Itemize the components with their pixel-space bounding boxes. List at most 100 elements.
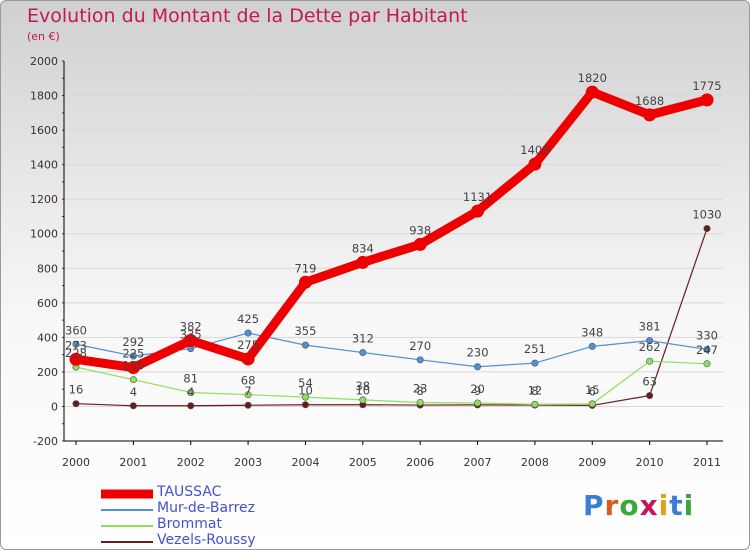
data-label-vezels-roussy: 7 <box>244 384 251 398</box>
legend-item-brommat: Brommat <box>101 516 321 534</box>
legend: TAUSSAC Mur-de-Barrez Brommat Vezels-Roussy <box>101 484 321 549</box>
data-point-taussac <box>413 237 427 251</box>
y-tick-label: 400 <box>37 331 58 344</box>
data-label-taussac: 273 <box>65 338 87 352</box>
data-label-mur-de-barrez: 355 <box>294 324 316 338</box>
data-point-brommat <box>703 360 711 368</box>
data-point-mur-de-barrez <box>474 363 482 371</box>
data-label-brommat: 20 <box>470 382 485 396</box>
data-label-taussac: 1131 <box>463 190 492 204</box>
data-point-mur-de-barrez <box>416 356 424 364</box>
x-tick-label: 2007 <box>464 456 492 469</box>
data-label-vezels-roussy: 4 <box>187 385 194 399</box>
y-tick-label: 600 <box>37 297 58 310</box>
data-point-taussac <box>528 157 542 171</box>
data-label-brommat: 247 <box>696 343 718 357</box>
data-point-brommat <box>301 393 309 401</box>
data-label-brommat: 228 <box>65 346 87 360</box>
data-label-vezels-roussy: 16 <box>69 383 84 397</box>
data-point-brommat <box>646 357 654 365</box>
data-label-mur-de-barrez: 360 <box>65 323 87 337</box>
data-point-vezels-roussy <box>129 402 137 410</box>
data-label-taussac: 1775 <box>692 79 721 93</box>
data-point-brommat <box>359 396 367 404</box>
data-point-vezels-roussy <box>187 402 195 410</box>
data-label-brommat: 68 <box>241 374 256 388</box>
x-tick-label: 2003 <box>234 456 262 469</box>
line-chart: -200 0 200 400 600 800 1000 1200 1400 1600 1800 200… <box>30 55 723 469</box>
legend-label: TAUSSAC <box>157 484 222 500</box>
data-label-mur-de-barrez: 348 <box>581 325 603 339</box>
data-point-taussac <box>585 85 599 99</box>
data-point-brommat <box>244 391 252 399</box>
y-tick-label: 2000 <box>30 55 58 68</box>
data-label-mur-de-barrez: 251 <box>524 342 546 356</box>
series-line-brommat <box>75 360 708 405</box>
x-tick-label: 2008 <box>521 456 549 469</box>
logo-letter: r <box>604 489 620 522</box>
data-label-taussac: 382 <box>180 319 202 333</box>
data-label-mur-de-barrez: 312 <box>352 332 374 346</box>
x-tick-label: 2009 <box>578 456 606 469</box>
data-label-mur-de-barrez: 381 <box>639 320 661 334</box>
data-point-mur-de-barrez <box>531 359 539 367</box>
data-label-mur-de-barrez: 425 <box>237 312 259 326</box>
data-point-mur-de-barrez <box>646 337 654 345</box>
series-line-taussac <box>71 87 712 373</box>
data-label-taussac: 275 <box>237 338 259 352</box>
data-point-brommat <box>531 400 539 408</box>
y-tick-label: 1200 <box>30 193 58 206</box>
legend-item-mur-de-barrez: Mur-de-Barrez <box>101 500 321 518</box>
logo-letter: i <box>683 489 695 522</box>
data-point-vezels-roussy <box>244 401 252 409</box>
data-point-mur-de-barrez <box>359 349 367 357</box>
data-point-mur-de-barrez <box>703 345 711 353</box>
data-label-taussac: 1403 <box>520 143 549 157</box>
data-label-vezels-roussy: 6 <box>589 384 596 398</box>
data-label-mur-de-barrez: 330 <box>696 328 718 342</box>
y-tick-label: 1800 <box>30 90 58 103</box>
x-tick-label: 2006 <box>406 456 434 469</box>
x-tick-label: 2002 <box>177 456 205 469</box>
data-point-mur-de-barrez <box>72 340 80 348</box>
y-tick-label: 1600 <box>30 124 58 137</box>
series-line-vezels-roussy <box>75 227 708 407</box>
legend-label: Vezels-Roussy <box>157 532 256 548</box>
y-tick-label: 1400 <box>30 159 58 172</box>
data-point-brommat <box>588 400 596 408</box>
y-tick-label: 800 <box>37 262 58 275</box>
data-point-taussac <box>184 333 198 347</box>
data-label-taussac: 1820 <box>578 71 607 85</box>
data-point-taussac <box>700 93 714 107</box>
data-point-taussac <box>298 275 312 289</box>
legend-swatch <box>101 541 153 543</box>
data-point-mur-de-barrez <box>301 341 309 349</box>
x-tick-label: 2004 <box>291 456 319 469</box>
x-tick-label: 2010 <box>636 456 664 469</box>
data-label-mur-de-barrez: 230 <box>467 346 489 360</box>
data-label-brommat: 81 <box>183 371 198 385</box>
data-point-brommat <box>129 376 137 384</box>
data-point-taussac <box>356 255 370 269</box>
x-tick-label: 2001 <box>119 456 147 469</box>
data-point-taussac <box>69 352 83 366</box>
chart-subtitle: (en €) <box>27 30 60 43</box>
data-label-mur-de-barrez: 270 <box>409 339 431 353</box>
y-tick-label: -200 <box>33 435 58 448</box>
proxiti-logo: Proxiti <box>583 489 694 522</box>
x-tick-label: 2005 <box>349 456 377 469</box>
data-label-brommat: 23 <box>413 381 428 395</box>
data-label-brommat: 54 <box>298 376 313 390</box>
x-tick-label: 2000 <box>62 456 90 469</box>
data-point-taussac <box>126 361 140 375</box>
legend-label: Mur-de-Barrez <box>157 500 256 516</box>
legend-item-taussac: TAUSSAC <box>101 484 321 502</box>
x-tick-label: 2011 <box>693 456 721 469</box>
data-point-mur-de-barrez <box>129 352 137 360</box>
data-point-taussac <box>643 108 657 122</box>
logo-letter: t <box>669 489 684 522</box>
data-point-taussac <box>471 204 485 218</box>
legend-swatch <box>101 489 153 499</box>
data-label-taussac: 719 <box>294 261 316 275</box>
